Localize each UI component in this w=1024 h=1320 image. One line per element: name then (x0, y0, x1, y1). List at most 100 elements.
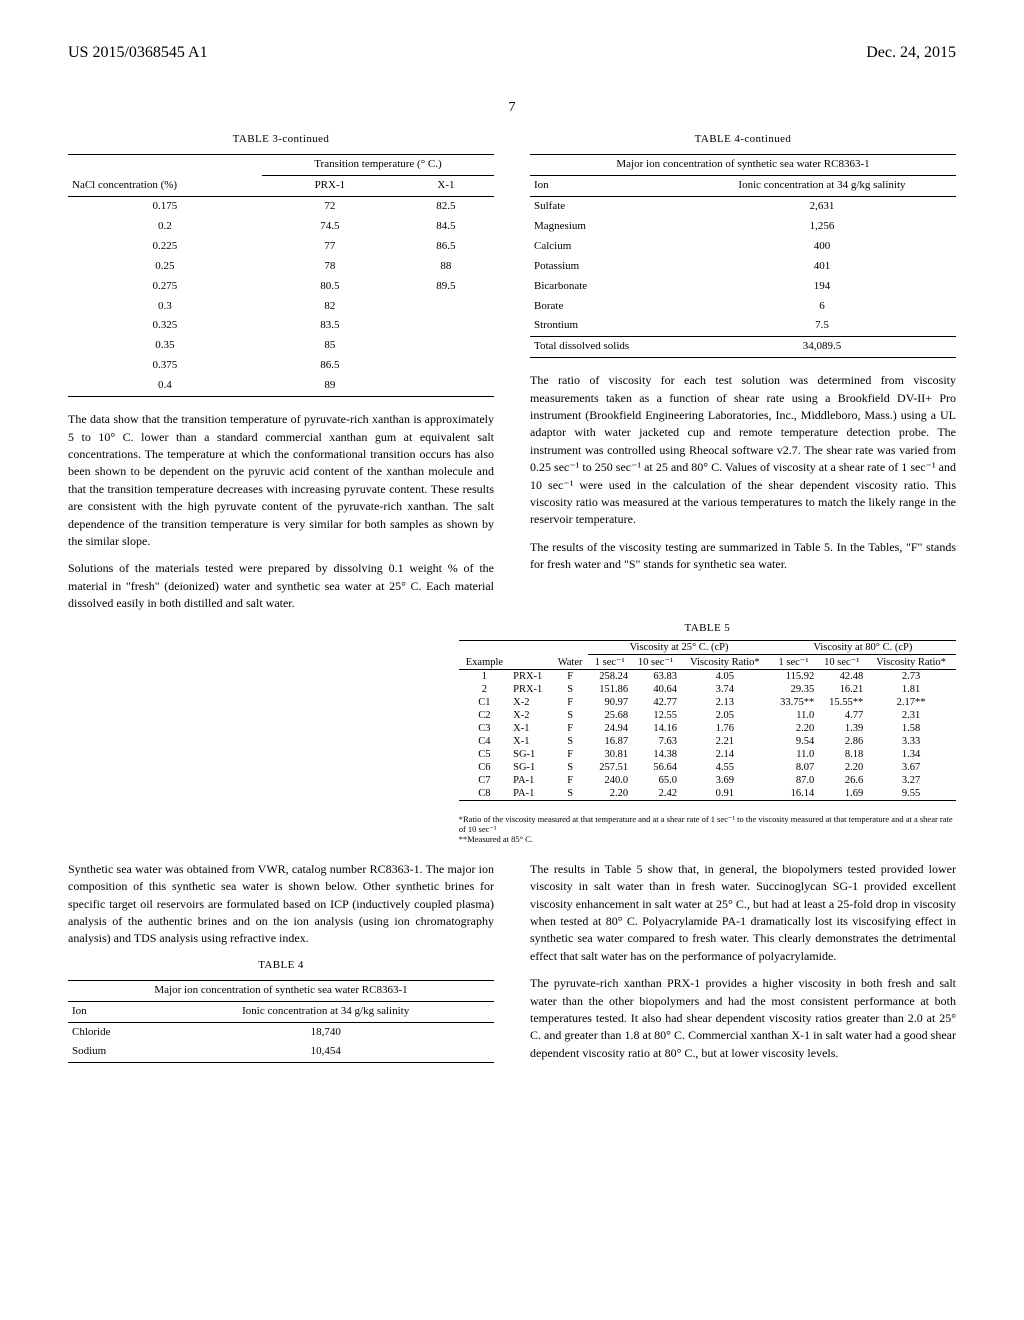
table-cell: 8.18 (817, 748, 866, 761)
table-cell: 4.55 (680, 761, 770, 774)
table-cell: 74.5 (262, 217, 398, 237)
table-cell: F (552, 670, 589, 684)
table-cell: 401 (688, 257, 956, 277)
table-cell: 80.5 (262, 277, 398, 297)
table-cell: 0.3 (68, 297, 262, 317)
table-cell: 3.27 (866, 774, 956, 787)
table-cell (398, 356, 494, 376)
table-cell: 40.64 (631, 683, 680, 696)
table-cell: Chloride (68, 1022, 157, 1042)
table5-column-header: 10 sec⁻¹ (631, 655, 680, 670)
table-cell: 257.51 (588, 761, 631, 774)
table-cell: 42.48 (817, 670, 866, 684)
paragraph-table5-intro: The results of the viscosity testing are… (530, 539, 956, 574)
table-cell: 2.20 (770, 722, 818, 735)
table-cell: 2,631 (688, 196, 956, 216)
table-cell: 3.74 (680, 683, 770, 696)
table-cell: 400 (688, 237, 956, 257)
table4b-col2-header: Ionic concentration at 34 g/kg salinity (688, 175, 956, 196)
paragraph-results-discussion: The results in Table 5 show that, in gen… (530, 861, 956, 965)
table-cell: 1.81 (866, 683, 956, 696)
table-cell: 3.33 (866, 735, 956, 748)
table-cell: 25.68 (588, 709, 631, 722)
table-cell: X-1 (510, 722, 552, 735)
paragraph-transition-temp: The data show that the transition temper… (68, 411, 494, 550)
table-cell: Bicarbonate (530, 277, 688, 297)
table-cell: PA-1 (510, 787, 552, 801)
table4a: Major ion concentration of synthetic sea… (68, 980, 494, 1064)
table-cell: 258.24 (588, 670, 631, 684)
table-cell: 0.35 (68, 336, 262, 356)
table-cell: 7.63 (631, 735, 680, 748)
paragraph-prx-performance: The pyruvate-rich xanthan PRX-1 provides… (530, 975, 956, 1062)
table-cell: 6 (688, 297, 956, 317)
page-number: 7 (68, 100, 956, 116)
table-cell: SG-1 (510, 761, 552, 774)
table-cell: C3 (459, 722, 510, 735)
table-cell: C1 (459, 696, 510, 709)
table-cell: 0.375 (68, 356, 262, 376)
table-cell: Borate (530, 297, 688, 317)
table-cell: 82 (262, 297, 398, 317)
table-cell: 16.21 (817, 683, 866, 696)
table-cell: 72 (262, 196, 398, 216)
table-cell: 1.58 (866, 722, 956, 735)
table-cell: 90.97 (588, 696, 631, 709)
table5: Viscosity at 25° C. (cP) Viscosity at 80… (459, 640, 956, 801)
table-cell: F (552, 748, 589, 761)
table4a-col2-header: Ionic concentration at 34 g/kg salinity (157, 1001, 494, 1022)
table5-group2: Viscosity at 80° C. (cP) (770, 641, 956, 655)
table-cell: C4 (459, 735, 510, 748)
table-cell: 86.5 (398, 237, 494, 257)
table5-column-header: 1 sec⁻¹ (770, 655, 818, 670)
table3-title: TABLE 3-continued (68, 132, 494, 148)
table5-column-header: Example (459, 655, 510, 670)
table-cell: 2.73 (866, 670, 956, 684)
table-cell: 0.275 (68, 277, 262, 297)
table4b-total-value: 34,089.5 (688, 337, 956, 358)
table-cell: 33.75** (770, 696, 818, 709)
table-cell: C6 (459, 761, 510, 774)
table3-col3-header: X-1 (398, 175, 494, 196)
table-cell: 0.4 (68, 376, 262, 396)
table3-col2-header: PRX-1 (262, 175, 398, 196)
table5-column-header (510, 655, 552, 670)
table4a-title: TABLE 4 (68, 958, 494, 974)
table-cell: 10,454 (157, 1042, 494, 1062)
table-cell: 0.25 (68, 257, 262, 277)
table-cell: 1.76 (680, 722, 770, 735)
table5-column-header: Viscosity Ratio* (680, 655, 770, 670)
table-cell: 30.81 (588, 748, 631, 761)
table4b-total-label: Total dissolved solids (530, 337, 688, 358)
table-cell: 88 (398, 257, 494, 277)
table-cell: 15.55** (817, 696, 866, 709)
table-cell: 87.0 (770, 774, 818, 787)
table-cell: 151.86 (588, 683, 631, 696)
table-cell: 4.05 (680, 670, 770, 684)
table-cell: 3.69 (680, 774, 770, 787)
table-cell: PRX-1 (510, 670, 552, 684)
table-cell: 0.225 (68, 237, 262, 257)
table-cell: S (552, 735, 589, 748)
table-cell: 84.5 (398, 217, 494, 237)
table-cell: 9.54 (770, 735, 818, 748)
table5-group1: Viscosity at 25° C. (cP) (588, 641, 769, 655)
table-cell: 12.55 (631, 709, 680, 722)
table-cell (398, 376, 494, 396)
table-cell: 86.5 (262, 356, 398, 376)
table-cell: 16.87 (588, 735, 631, 748)
table-cell: C5 (459, 748, 510, 761)
table-cell: Sulfate (530, 196, 688, 216)
table-cell: S (552, 787, 589, 801)
table-cell: 1 (459, 670, 510, 684)
table-cell: 3.67 (866, 761, 956, 774)
pub-number: US 2015/0368545 A1 (68, 44, 208, 62)
table-cell: 115.92 (770, 670, 818, 684)
table-cell: 0.91 (680, 787, 770, 801)
table-cell: 26.6 (817, 774, 866, 787)
paragraph-solutions: Solutions of the materials tested were p… (68, 560, 494, 612)
table-cell: 14.16 (631, 722, 680, 735)
table-cell: 8.07 (770, 761, 818, 774)
table-cell: 0.2 (68, 217, 262, 237)
table-cell: 78 (262, 257, 398, 277)
